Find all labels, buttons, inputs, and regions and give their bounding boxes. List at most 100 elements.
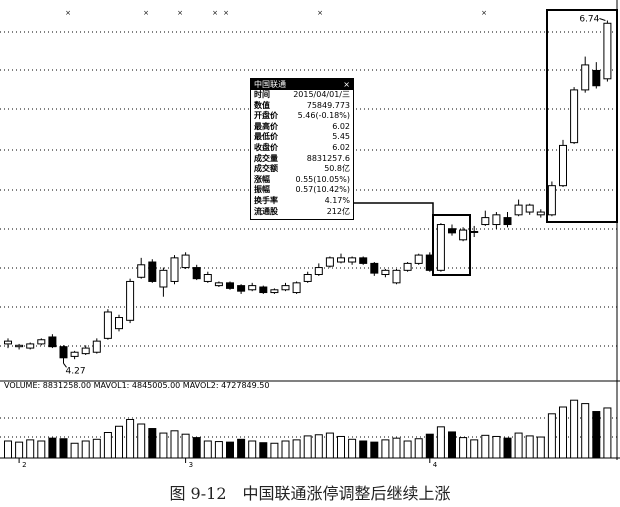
- candle-body: [4, 340, 12, 345]
- volume-bar: [525, 435, 534, 459]
- info-value: 0.55(10.05%): [295, 174, 350, 184]
- candle-body: [181, 254, 190, 269]
- volume-bar: [536, 436, 545, 459]
- info-key: 数值: [254, 100, 270, 110]
- candle-body: [325, 257, 334, 267]
- volume-bar: [59, 438, 68, 459]
- annotation-arrow: [599, 18, 606, 21]
- top-marker: ×: [143, 9, 149, 17]
- volume-bar: [192, 437, 201, 459]
- candle-body: [337, 257, 345, 263]
- x-tick-label: 3: [189, 461, 193, 469]
- volume-bar: [37, 440, 46, 459]
- info-value: 5.46(-0.18%): [297, 111, 350, 121]
- low-annotation: 4.27: [66, 366, 86, 376]
- info-key: 时间: [254, 90, 270, 99]
- candle-body: [126, 280, 135, 321]
- info-key: 振幅: [254, 185, 270, 195]
- info-value: 0.57(10.42%): [295, 185, 350, 195]
- candle-body: [281, 285, 290, 291]
- info-value: 5.45: [332, 132, 350, 142]
- volume-bar: [92, 438, 101, 459]
- candle-body: [259, 286, 268, 294]
- candle-body: [26, 343, 35, 349]
- info-row: 最低价 5.45: [251, 132, 353, 143]
- candle-body: [525, 204, 534, 213]
- volume-bar: [159, 432, 168, 459]
- candle-body: [314, 267, 323, 276]
- volume-bar: [48, 437, 57, 459]
- candle-body: [581, 64, 590, 91]
- volume-bar: [503, 437, 512, 459]
- candle-body: [414, 254, 423, 264]
- volume-bar: [392, 437, 401, 459]
- volume-bar: [570, 399, 579, 459]
- candle-body: [592, 69, 601, 87]
- info-row: 换手率 4.17%: [251, 196, 353, 207]
- volume-bar: [248, 440, 257, 459]
- info-key: 最低价: [254, 132, 278, 142]
- candle-body: [392, 269, 401, 284]
- volume-bar: [4, 440, 12, 459]
- candle-body: [237, 285, 246, 292]
- info-box: 中国联通 × 时间 2015/04/01/三 数值 75849.773 开盘价 5.46(…: [250, 78, 354, 220]
- candle-body: [425, 254, 434, 271]
- info-row: 数值 75849.773: [251, 101, 353, 112]
- volume-bar: [492, 435, 501, 459]
- info-key: 成交额: [254, 164, 278, 174]
- volume-bar: [370, 441, 379, 459]
- info-key: 收盘价: [254, 142, 278, 152]
- volume-bar: [203, 440, 212, 459]
- top-marker: ×: [481, 9, 487, 17]
- candle-body: [48, 336, 57, 348]
- candle-body: [370, 262, 379, 274]
- volume-bar: [259, 442, 268, 459]
- candle-body: [381, 269, 390, 276]
- candle-body: [170, 257, 179, 282]
- caption: 图 9-12 中国联通涨停调整后继续上涨: [169, 484, 451, 503]
- candle-body: [359, 257, 368, 264]
- close-button[interactable]: ×: [343, 80, 350, 89]
- candle-body: [15, 344, 24, 348]
- info-value: 75849.773: [306, 100, 350, 110]
- top-marker: ×: [317, 9, 323, 17]
- candle-body: [248, 285, 257, 291]
- top-marker: ×: [65, 9, 71, 17]
- volume-bar: [381, 439, 390, 459]
- info-value: 8831257.6: [306, 153, 350, 163]
- volume-bar: [292, 439, 301, 459]
- connector-line: [352, 202, 434, 215]
- candle-body: [459, 229, 468, 241]
- volume-bar: [15, 441, 24, 459]
- candle-body: [159, 269, 168, 288]
- candle-body: [403, 262, 412, 271]
- volume-bar: [414, 438, 423, 459]
- candle-body: [492, 214, 501, 226]
- volume-bar: [470, 439, 479, 459]
- candle-body: [270, 289, 279, 294]
- info-key: 最高价: [254, 121, 278, 131]
- info-header: 中国联通 ×: [251, 79, 353, 90]
- volume-bar: [103, 432, 112, 459]
- volume-bar: [226, 441, 234, 459]
- candle-body: [603, 22, 612, 80]
- candle-body: [59, 346, 68, 359]
- candle-body: [470, 230, 479, 233]
- volume-bar: [270, 442, 279, 459]
- top-markers: × × × × × × ×: [65, 9, 487, 17]
- volume-bar: [181, 433, 190, 459]
- x-tick-label: 4: [433, 461, 438, 469]
- volume-bar: [448, 431, 456, 459]
- volume-bar: [137, 423, 146, 459]
- info-row: 开盘价 5.46(-0.18%): [251, 111, 353, 122]
- candle-body: [503, 217, 512, 226]
- info-value: 4.17%: [324, 195, 350, 205]
- candle-body: [536, 211, 545, 216]
- candle-body: [148, 261, 157, 282]
- candle-body: [81, 347, 90, 355]
- info-key: 开盘价: [254, 111, 278, 121]
- volume-bar: [559, 406, 567, 459]
- info-value: 212亿: [326, 206, 350, 216]
- candle-body: [570, 89, 579, 144]
- info-rows: 时间 2015/04/01/三 数值 75849.773 开盘价 5.46(-0.18%)…: [251, 90, 353, 217]
